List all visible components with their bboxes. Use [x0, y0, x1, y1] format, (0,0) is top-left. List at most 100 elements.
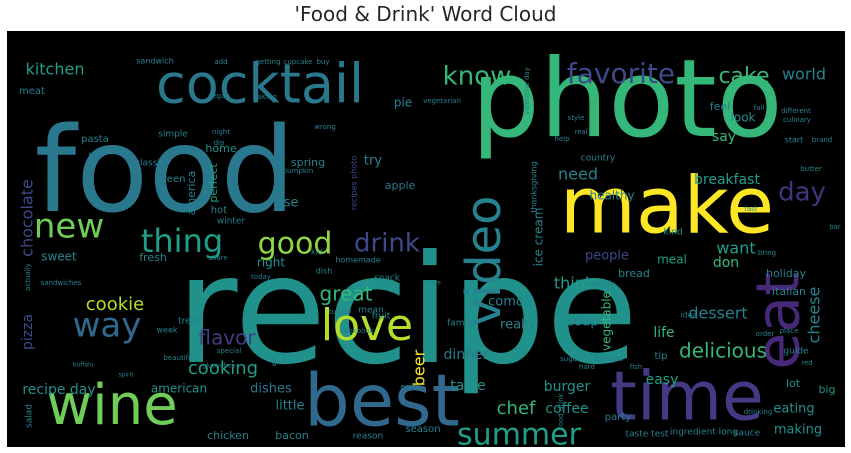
word-kitchen: kitchen	[26, 60, 85, 79]
word-pie: pie	[394, 96, 412, 110]
word-love: love	[321, 300, 413, 351]
word-fruit: fruit	[372, 312, 391, 322]
word-cocktail: cocktail	[156, 53, 364, 116]
word-red: red	[801, 359, 812, 367]
word-good: good	[258, 227, 333, 262]
word-breakfast: breakfast	[694, 172, 760, 188]
word-classic: classic	[135, 159, 165, 169]
word-holiday: holiday	[766, 267, 807, 280]
word-dessert: dessert	[688, 304, 747, 323]
word-country: country	[581, 154, 616, 164]
word-chef: chef	[497, 398, 536, 419]
word-taste-test: taste test	[626, 430, 669, 440]
word-bread: bread	[618, 267, 650, 280]
word-summer: summer	[457, 418, 582, 448]
word-apple: apple	[385, 179, 416, 192]
word-guide: guide	[783, 347, 809, 357]
word-coffee: coffee	[545, 401, 588, 417]
word-world: world	[782, 65, 826, 84]
word-drink: drink	[354, 229, 420, 259]
word-vegan: vegan	[208, 92, 230, 100]
word-home: home	[205, 142, 236, 155]
word-vegetable: vegetable	[600, 291, 614, 351]
word-food-drink: food drink	[557, 392, 565, 428]
word-today: today	[251, 273, 271, 281]
word-place: place	[780, 327, 799, 335]
word-fun: fun	[88, 152, 99, 160]
word-meal: meal	[657, 253, 687, 267]
word-night: night	[212, 128, 230, 136]
word-meat: meat	[19, 86, 45, 97]
word-time: time	[610, 358, 764, 437]
word-salad: salad	[25, 404, 35, 428]
word-homemade: homemade	[335, 256, 380, 265]
word-spirit: spirit	[118, 372, 134, 379]
word-valentine-day: valentine day	[523, 67, 531, 115]
word-bottle: bottle	[423, 280, 441, 287]
word-think: think	[554, 274, 595, 293]
chart-title: 'Food & Drink' Word Cloud	[294, 2, 557, 26]
word-enjoy: enjoy	[400, 383, 419, 391]
word-recipes-photo: recipes photo	[350, 156, 359, 211]
word-start: start	[785, 136, 804, 145]
word-bring: bring	[758, 249, 776, 257]
word-little: little	[275, 399, 304, 414]
word-treat: treat	[178, 317, 200, 327]
word-italian: italian	[772, 285, 806, 298]
word-kid: kid	[311, 248, 323, 257]
word-thought: thought	[595, 355, 623, 363]
word-recipe-day: recipe day	[22, 382, 95, 398]
word-culinary: culinary	[783, 116, 811, 124]
word-cookbook: cookbook	[340, 327, 374, 335]
word-american: american	[151, 382, 207, 396]
word-hot: hot	[211, 205, 227, 216]
word-beautiful: beautiful	[163, 354, 194, 362]
word-feel: feel	[710, 100, 730, 113]
word-vegetarian: vegetarian	[423, 97, 461, 105]
word-green: green	[157, 174, 186, 185]
word-know: know	[443, 62, 512, 92]
word-cloud: recipe food photo make best time wine cocktail e…	[7, 31, 845, 447]
word-healthy: healthy	[589, 189, 634, 203]
word-year: year	[792, 445, 819, 448]
word-right: right	[257, 256, 285, 270]
word-look: look	[731, 111, 756, 125]
word-sugar: sugar	[560, 355, 580, 363]
word-make: make	[560, 161, 774, 251]
word-como: como	[488, 295, 524, 310]
word-fall: fall	[754, 104, 765, 112]
word-chocolate: chocolate	[18, 179, 37, 257]
word-real: real	[574, 128, 587, 136]
word-thing: thing	[141, 222, 223, 260]
word-sauce: sauce	[734, 429, 761, 439]
word-fresh: fresh	[139, 251, 167, 264]
word-cookie: cookie	[86, 294, 144, 315]
word-spring: spring	[291, 156, 325, 169]
word-america: america	[185, 171, 198, 216]
word-buy: buy	[316, 58, 329, 66]
word-say: say	[712, 129, 736, 145]
word-bacon: bacon	[275, 429, 309, 442]
word-party: party	[605, 412, 632, 423]
word-video: video	[456, 195, 512, 326]
word-best: best	[304, 359, 460, 443]
word-making: making	[774, 423, 822, 438]
word-want: want	[716, 239, 755, 258]
word-ingredient-long: ingredient long	[670, 428, 738, 438]
word-family: family	[447, 319, 475, 329]
word-flavor: flavor	[198, 326, 256, 350]
word-baking: baking	[253, 93, 277, 101]
word-food: food	[35, 101, 296, 239]
word-probably: probably	[585, 280, 616, 288]
word-day: day	[778, 178, 826, 208]
word-way: way	[73, 306, 142, 346]
word-recipe: recipe	[176, 224, 638, 398]
word-pumpkin: pumpkin	[283, 167, 314, 175]
word-ice-cream: ice cream	[532, 208, 546, 267]
word-winter: winter	[217, 217, 246, 227]
word-eat: eat	[744, 272, 814, 369]
word-delicious: delicious	[679, 339, 767, 363]
word-order: order	[756, 330, 775, 338]
word-idea: idea	[680, 311, 697, 320]
